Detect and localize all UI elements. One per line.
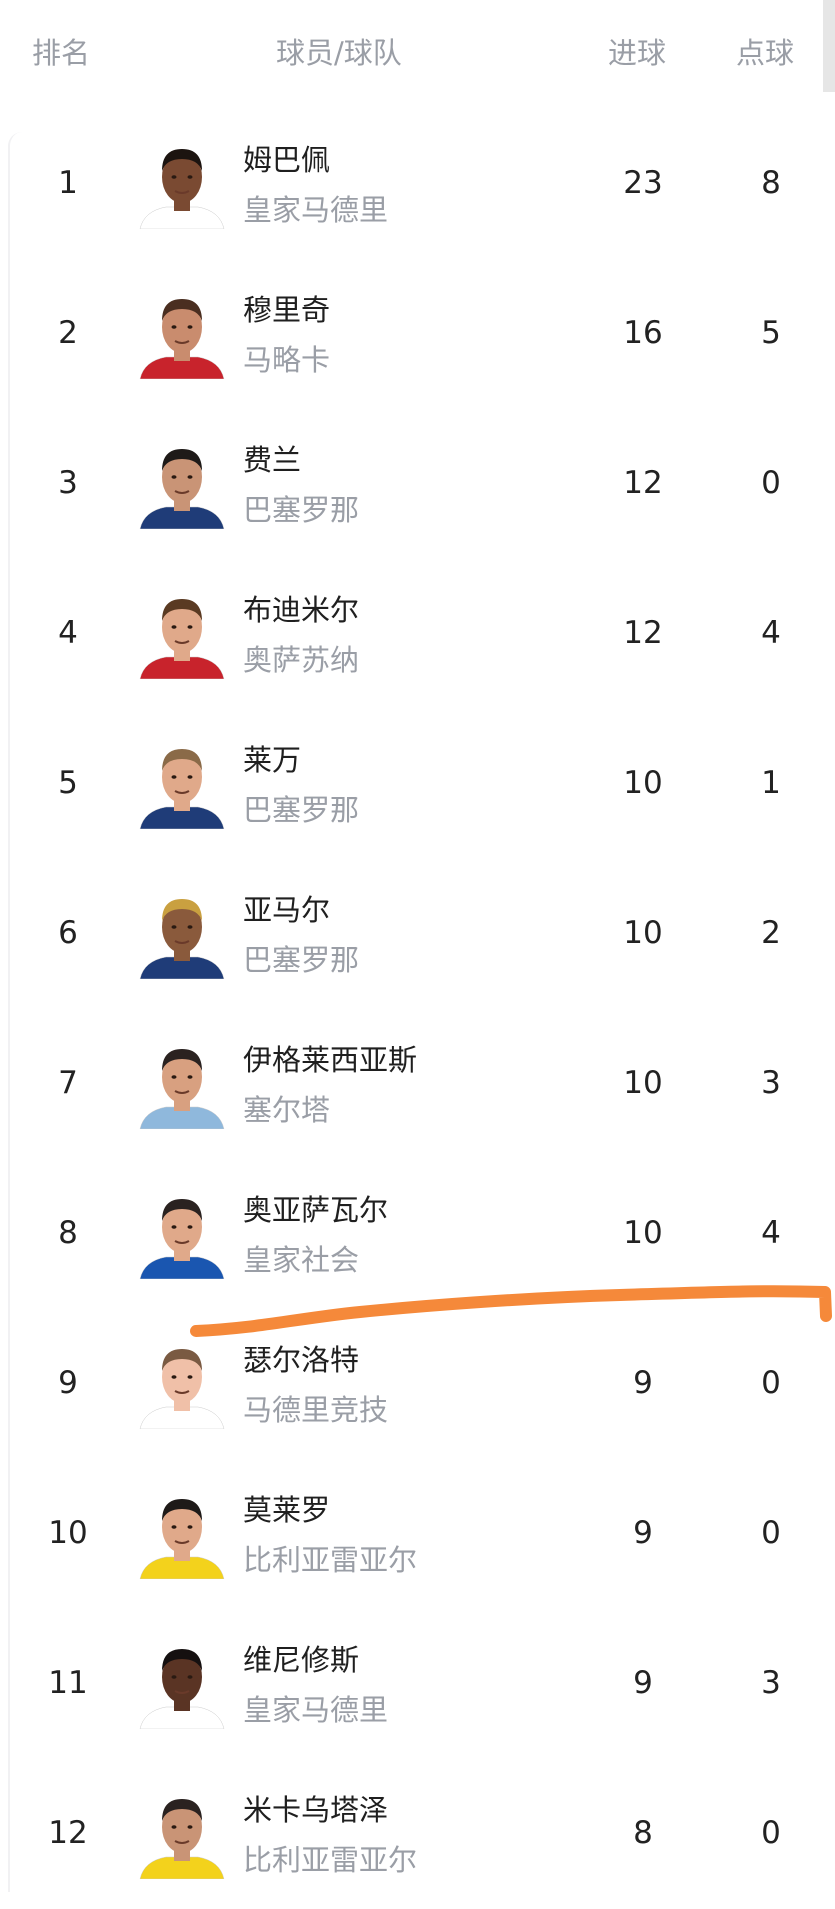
penalties-value: 0 (761, 465, 781, 501)
player-avatar (139, 1199, 225, 1279)
team-name[interactable]: 比利亚雷亚尔 (243, 1543, 418, 1577)
team-name[interactable]: 马德里竞技 (243, 1393, 389, 1427)
table-row[interactable]: 11 维尼修斯皇家马德里 9 3 (0, 1609, 835, 1759)
goals-value: 12 (623, 615, 663, 651)
header-player-team: 球员/球队 (276, 36, 402, 70)
team-name[interactable]: 比利亚雷亚尔 (243, 1843, 418, 1877)
team-name[interactable]: 巴塞罗那 (243, 943, 360, 977)
player-avatar (139, 1799, 225, 1879)
player-name[interactable]: 莫莱罗 (243, 1493, 331, 1527)
goals-value: 10 (623, 1215, 663, 1251)
player-name[interactable]: 布迪米尔 (243, 593, 360, 627)
rank: 12 (48, 1815, 88, 1851)
rank: 2 (58, 315, 78, 351)
rank: 3 (58, 465, 78, 501)
goals-value: 10 (623, 765, 663, 801)
player-name[interactable]: 费兰 (243, 443, 302, 477)
header-goals[interactable]: 进球 (608, 36, 667, 70)
team-name[interactable]: 塞尔塔 (243, 1093, 331, 1127)
player-name[interactable]: 米卡乌塔泽 (243, 1793, 389, 1827)
goals-value: 9 (633, 1515, 653, 1551)
player-name[interactable]: 伊格莱西亚斯 (243, 1043, 418, 1077)
penalties-value: 0 (761, 1515, 781, 1551)
rank: 9 (58, 1365, 78, 1401)
ranking-list-card (8, 132, 835, 1892)
penalties-value: 0 (761, 1815, 781, 1851)
rank: 8 (58, 1215, 78, 1251)
goals-value: 10 (623, 1065, 663, 1101)
rank: 1 (58, 165, 78, 201)
player-name[interactable]: 姆巴佩 (243, 143, 331, 177)
player-avatar (139, 899, 225, 979)
player-avatar (139, 1649, 225, 1729)
player-name[interactable]: 亚马尔 (243, 893, 331, 927)
scrollbar[interactable] (823, 0, 835, 92)
header-penalties[interactable]: 点球 (736, 36, 795, 70)
table-header: 排名 球员/球队 进球 点球 (0, 0, 835, 100)
table-row[interactable]: 3 费兰巴塞罗那 12 0 (0, 409, 835, 559)
table-row[interactable]: 1 姆巴佩皇家马德里 23 8 (0, 109, 835, 259)
player-avatar (139, 299, 225, 379)
penalties-value: 0 (761, 1365, 781, 1401)
table-row[interactable]: 8 奥亚萨瓦尔皇家社会 10 4 (0, 1159, 835, 1309)
penalties-value: 4 (761, 615, 781, 651)
team-name[interactable]: 皇家马德里 (243, 193, 389, 227)
header-rank: 排名 (32, 36, 91, 70)
table-row[interactable]: 10 莫莱罗比利亚雷亚尔 9 0 (0, 1459, 835, 1609)
penalties-value: 5 (761, 315, 781, 351)
goals-value: 8 (633, 1815, 653, 1851)
penalties-value: 3 (761, 1665, 781, 1701)
rank: 11 (48, 1665, 88, 1701)
penalties-value: 8 (761, 165, 781, 201)
penalties-value: 4 (761, 1215, 781, 1251)
rank: 5 (58, 765, 78, 801)
table-row[interactable]: 2 穆里奇马略卡 16 5 (0, 259, 835, 409)
team-name[interactable]: 皇家社会 (243, 1243, 360, 1277)
goals-value: 12 (623, 465, 663, 501)
table-row[interactable]: 5 莱万巴塞罗那 10 1 (0, 709, 835, 859)
penalties-value: 2 (761, 915, 781, 951)
player-avatar (139, 449, 225, 529)
player-name[interactable]: 奥亚萨瓦尔 (243, 1193, 389, 1227)
player-avatar (139, 599, 225, 679)
table-row[interactable]: 12 米卡乌塔泽比利亚雷亚尔 8 0 (0, 1759, 835, 1909)
table-row[interactable]: 7 伊格莱西亚斯 塞尔塔 10 3 (0, 1009, 835, 1159)
rank: 6 (58, 915, 78, 951)
player-avatar (139, 149, 225, 229)
goals-value: 10 (623, 915, 663, 951)
team-name[interactable]: 马略卡 (243, 343, 331, 377)
penalties-value: 1 (761, 765, 781, 801)
table-row[interactable]: 4 布迪米尔奥萨苏纳 12 4 (0, 559, 835, 709)
player-name[interactable]: 瑟尔洛特 (243, 1343, 360, 1377)
team-name[interactable]: 巴塞罗那 (243, 793, 360, 827)
player-avatar (139, 1499, 225, 1579)
goals-value: 16 (623, 315, 663, 351)
rank: 10 (48, 1515, 88, 1551)
goals-value: 23 (623, 165, 663, 201)
team-name[interactable]: 皇家马德里 (243, 1693, 389, 1727)
table-row[interactable]: 6 亚马尔巴塞罗那 10 2 (0, 859, 835, 1009)
team-name[interactable]: 巴塞罗那 (243, 493, 360, 527)
player-avatar (139, 1349, 225, 1429)
table-row[interactable]: 9 瑟尔洛特马德里竞技 9 0 (0, 1309, 835, 1459)
player-avatar (139, 1049, 225, 1129)
player-name[interactable]: 莱万 (243, 743, 302, 777)
team-name[interactable]: 奥萨苏纳 (243, 643, 360, 677)
goals-value: 9 (633, 1665, 653, 1701)
player-name[interactable]: 维尼修斯 (243, 1643, 360, 1677)
goals-value: 9 (633, 1365, 653, 1401)
penalties-value: 3 (761, 1065, 781, 1101)
player-name[interactable]: 穆里奇 (243, 293, 331, 327)
rank: 7 (58, 1065, 78, 1101)
rank: 4 (58, 615, 78, 651)
player-avatar (139, 749, 225, 829)
